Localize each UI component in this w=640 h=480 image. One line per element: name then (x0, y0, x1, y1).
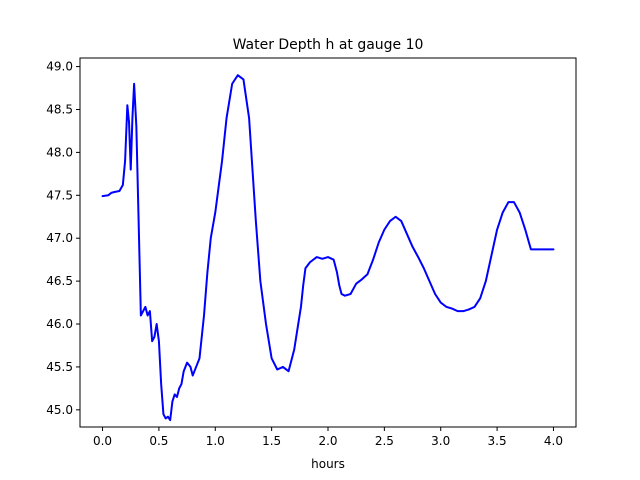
plot-area (101, 74, 555, 422)
x-tick-label: 3.0 (431, 434, 450, 448)
x-tick-label: 2.5 (375, 434, 394, 448)
y-tick-label: 47.0 (46, 231, 73, 245)
y-tick-label: 46.5 (46, 274, 73, 288)
chart-title: Water Depth h at gauge 10 (233, 37, 424, 53)
y-axis: 45.0 45.5 46.0 46.5 47.0 47.5 48.0 48.5 49.0 (46, 60, 80, 417)
series-line (101, 74, 555, 422)
x-tick-label: 4.0 (544, 434, 563, 448)
x-tick-label: 0.5 (149, 434, 168, 448)
x-tick-label: 0.0 (93, 434, 112, 448)
x-axis-label: hours (311, 457, 345, 471)
y-tick-label: 45.0 (46, 403, 73, 417)
y-tick-label: 48.0 (46, 145, 73, 159)
x-tick-label: 1.0 (206, 434, 225, 448)
y-tick-label: 46.0 (46, 317, 73, 331)
x-tick-label: 2.0 (318, 434, 337, 448)
y-tick-label: 48.5 (46, 102, 73, 116)
y-tick-label: 49.0 (46, 60, 73, 74)
y-tick-label: 45.5 (46, 360, 73, 374)
plot-frame (79, 57, 577, 428)
x-tick-label: 3.5 (488, 434, 507, 448)
x-axis: 0.0 0.5 1.0 1.5 2.0 2.5 3.0 3.5 4.0 (93, 427, 563, 448)
y-tick-label: 47.5 (46, 188, 73, 202)
x-tick-label: 1.5 (262, 434, 281, 448)
